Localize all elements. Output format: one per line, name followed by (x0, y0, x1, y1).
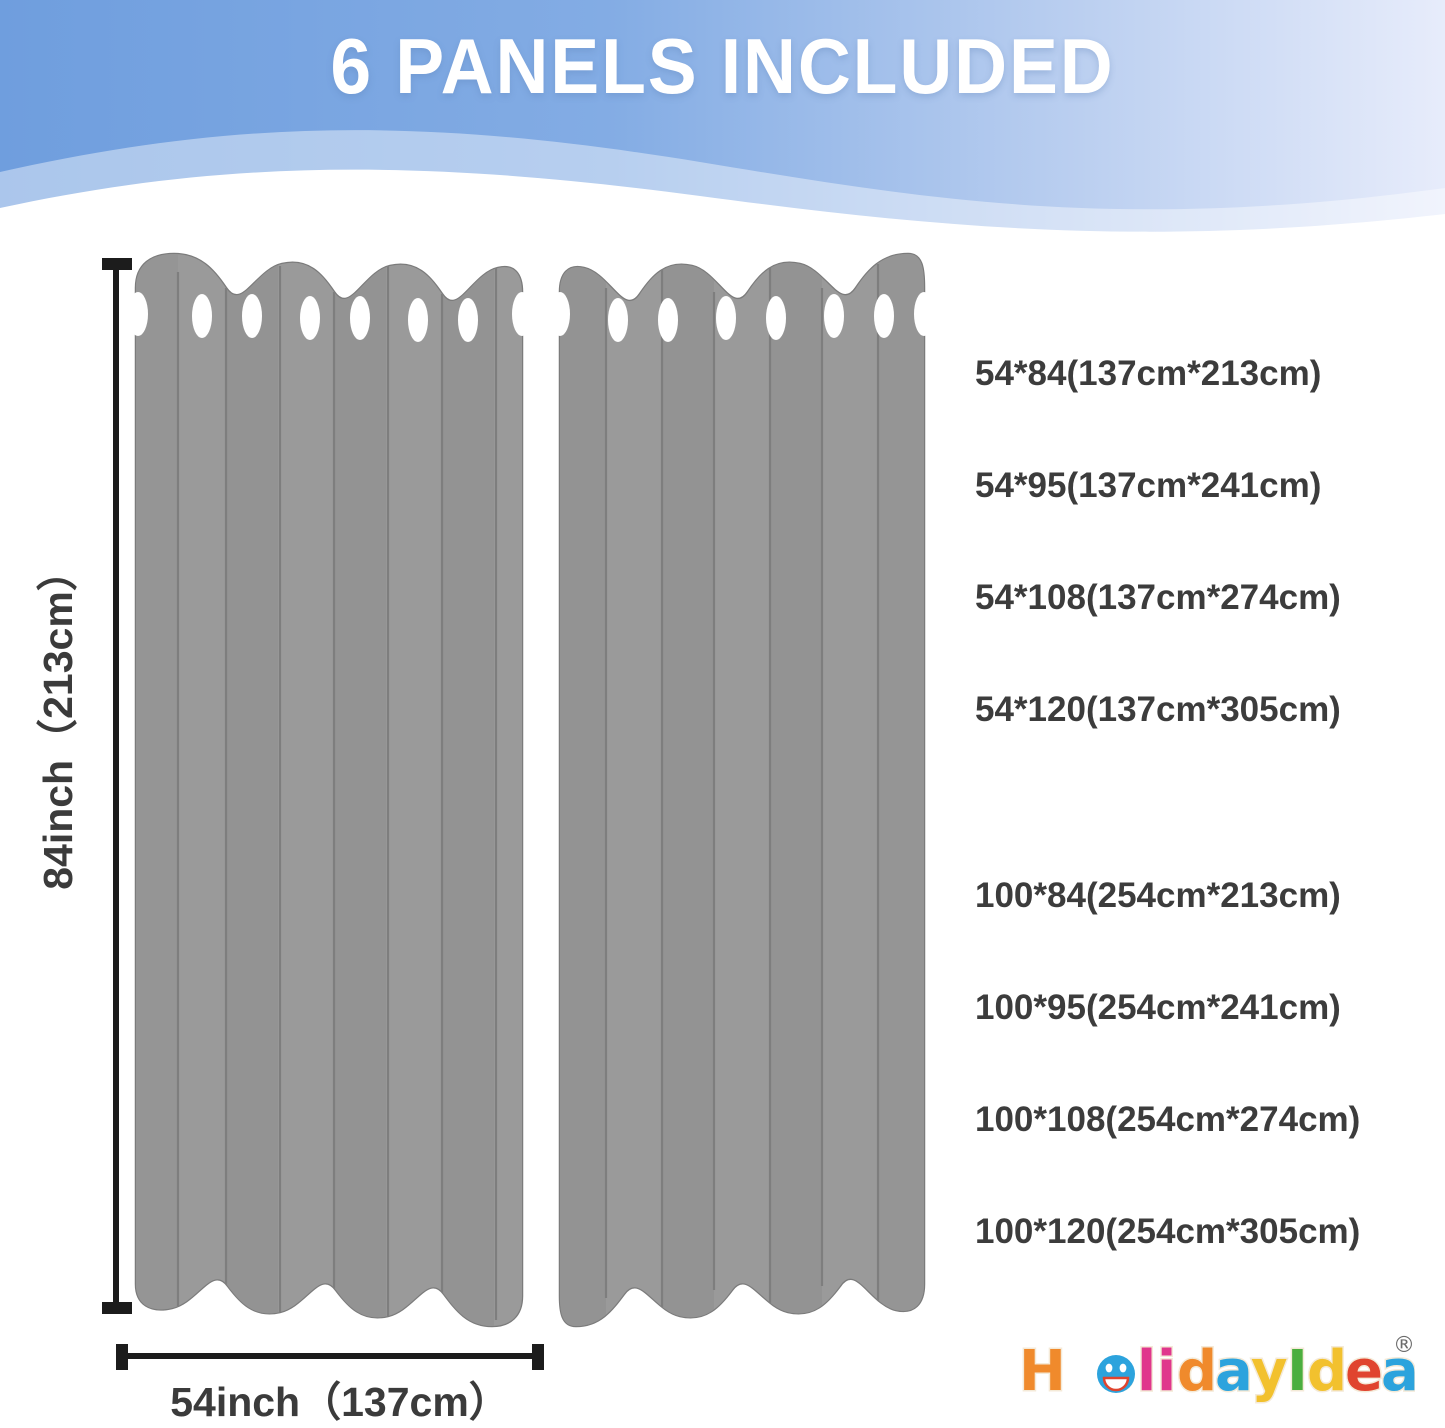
panel-left-folds (136, 254, 522, 1326)
holidayideas-logo-graphic: H o l i d a y I d e a s ® (1018, 1333, 1416, 1406)
curtain-illustration (130, 248, 930, 1338)
grommet-icon (300, 296, 320, 340)
curtain-panels-graphic (130, 252, 930, 1328)
width-label: 54inch（137cm） (170, 1379, 510, 1425)
size-option: 100*108(254cm*274cm) (975, 1100, 1361, 1139)
height-dimension-line (100, 250, 160, 1320)
size-option: 54*95(137cm*241cm) (975, 466, 1322, 505)
logo-letter-l: l (1137, 1339, 1156, 1404)
grommet-icon (914, 292, 930, 336)
logo-letter-y: y (1251, 1339, 1288, 1404)
logo-wordmark: H o l i d a y I d e a s (1018, 1338, 1416, 1406)
size-option: 100*95(254cm*241cm) (975, 988, 1341, 1027)
logo-letter-e: e (1345, 1339, 1383, 1404)
grommet-icon (766, 296, 786, 340)
grommet-icon (192, 294, 212, 338)
dimension-cap-left (116, 1344, 128, 1370)
grommet-icon (350, 296, 370, 340)
dimension-cap-right (532, 1344, 544, 1370)
logo-smiley-icon (1097, 1355, 1135, 1393)
grommet-icon (550, 292, 570, 336)
banner-wave-front (0, 169, 1445, 232)
panel-left-fold-lines (176, 266, 498, 1320)
height-label: 84inch（213cm） (35, 550, 81, 890)
logo-letter-i: i (1157, 1339, 1176, 1404)
logo-letter-a2: a (1381, 1339, 1415, 1404)
trademark-symbol: ® (1393, 1333, 1415, 1358)
logo-letter-d: d (1177, 1339, 1217, 1404)
size-option: 100*84(254cm*213cm) (975, 876, 1341, 915)
page-title: 6 PANELS INCLUDED (330, 22, 1115, 110)
grommet-icon (874, 294, 894, 338)
size-options-list: 54*84(137cm*213cm) 54*95(137cm*241cm) 54… (975, 318, 1425, 1288)
dimension-cap-top (102, 258, 132, 270)
width-dimension-graphic (116, 1344, 544, 1370)
logo-letter-I: I (1287, 1339, 1308, 1404)
logo-letter-d2: d (1307, 1339, 1347, 1404)
panel-left-grommets (130, 292, 532, 342)
dimension-cap-bottom (102, 1302, 132, 1314)
grommet-icon (716, 296, 736, 340)
size-group-100-inch-wide: 100*84(254cm*213cm) 100*95(254cm*241cm) … (975, 840, 1425, 1288)
banner-background (0, 0, 1445, 232)
logo-letter-a: a (1215, 1339, 1253, 1404)
size-option: 54*108(137cm*274cm) (975, 578, 1341, 617)
height-dimension-graphic (102, 258, 132, 1314)
grommet-icon (824, 294, 844, 338)
grommet-icon (130, 292, 148, 336)
curtain-panel-right (550, 252, 930, 1328)
grommet-icon (512, 292, 532, 336)
size-group-54-inch-wide: 54*84(137cm*213cm) 54*95(137cm*241cm) 54… (975, 318, 1425, 766)
panel-right-fold-lines (604, 264, 880, 1320)
curtain-panel-left (130, 252, 532, 1328)
logo-letter-H: H (1019, 1339, 1066, 1404)
size-option: 54*84(137cm*213cm) (975, 354, 1322, 393)
grommet-icon (608, 298, 628, 342)
grommet-icon (242, 294, 262, 338)
brand-logo: H o l i d a y I d e a s ® (1015, 1330, 1416, 1410)
grommet-icon (458, 298, 478, 342)
header-banner: 6 PANELS INCLUDED (0, 0, 1445, 232)
grommet-icon (658, 298, 678, 342)
grommet-icon (408, 298, 428, 342)
width-dimension-line (110, 1340, 550, 1374)
panel-right-folds (560, 254, 924, 1326)
size-option: 100*120(254cm*305cm) (975, 1212, 1361, 1251)
size-option: 54*120(137cm*305cm) (975, 690, 1341, 729)
panel-right-grommets (550, 292, 930, 342)
